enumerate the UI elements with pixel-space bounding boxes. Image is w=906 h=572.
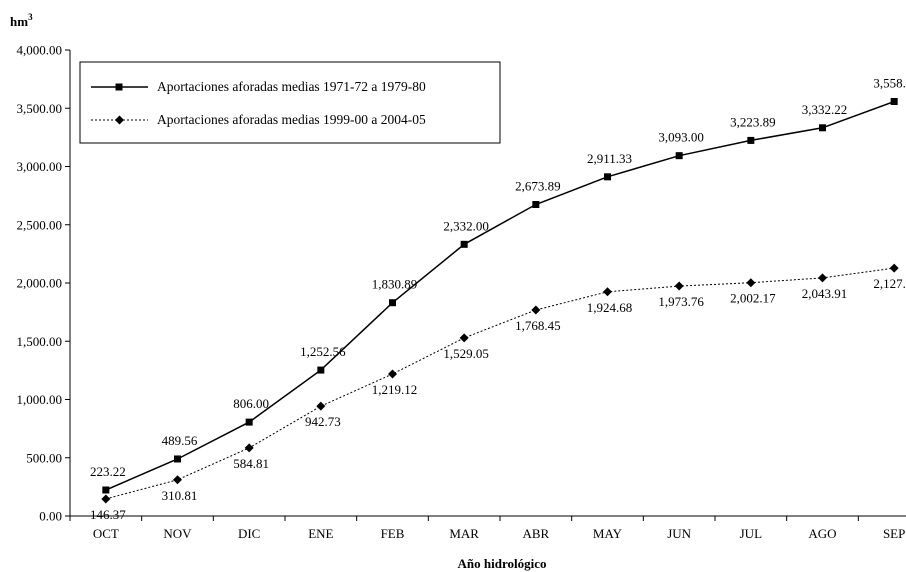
data-label-series-1: 1,830.89: [372, 277, 418, 292]
series-2-point: [101, 494, 111, 504]
data-label-series-1: 223.22: [90, 464, 126, 479]
x-axis-title: Año hidrológico: [458, 556, 547, 571]
x-tick-label: MAR: [449, 526, 479, 541]
x-tick-label: NOV: [163, 526, 192, 541]
data-label-series-2: 1,219.12: [372, 382, 418, 397]
series-layer: [101, 97, 899, 504]
y-tick-label: 2,000.00: [17, 276, 63, 291]
legend-label-series-1: Aportaciones aforadas medias 1971-72 a 1…: [157, 79, 426, 94]
x-tick-label: FEB: [381, 526, 405, 541]
data-label-series-1: 2,911.33: [587, 151, 632, 166]
series-1-point: [890, 97, 898, 105]
series-1-point: [102, 486, 110, 494]
data-label-series-1: 3,223.89: [730, 114, 776, 129]
data-label-series-2: 584.81: [233, 456, 269, 471]
y-tick-label: 500.00: [26, 450, 62, 465]
series-1-point: [174, 455, 181, 463]
series-2-point: [889, 263, 899, 273]
data-label-series-1: 806.00: [233, 396, 269, 411]
axes: 0.00 500.00 1,000.00 1,500.00 2,000.00 2,500.…: [17, 43, 906, 541]
data-label-series-2: 2,127.99: [873, 276, 906, 291]
series-1-point: [245, 418, 253, 426]
legend-label-series-2: Aportaciones aforadas medias 1999-00 a 2…: [157, 112, 426, 127]
x-tick-label: JUN: [667, 526, 691, 541]
series-2-point: [459, 333, 469, 343]
data-label-series-2: 2,002.17: [730, 291, 776, 306]
y-tick-label: 4,000.00: [17, 43, 63, 58]
series-1-point: [604, 173, 611, 181]
data-label-series-2: 1,529.05: [443, 346, 489, 361]
series-1-point: [389, 299, 396, 307]
series-2-point: [674, 281, 684, 291]
data-label-series-1: 3,093.00: [658, 130, 704, 145]
series-2-point: [746, 278, 756, 288]
series-1-point: [747, 136, 755, 144]
data-label-series-2: 2,043.91: [802, 286, 848, 301]
data-label-series-2: 942.73: [305, 414, 341, 429]
series-1-point: [819, 124, 826, 132]
series-2-point: [531, 305, 541, 315]
data-label-series-1: 1,252.56: [300, 344, 346, 359]
series-2-point: [244, 443, 254, 453]
series-2-point: [603, 287, 612, 297]
legend-box: [79, 61, 501, 144]
x-tick-label: MAY: [593, 526, 623, 541]
series-1-point: [532, 200, 540, 208]
y-tick-label: 1,000.00: [17, 392, 63, 407]
data-label-series-1: 3,332.22: [802, 102, 848, 117]
series-2-point: [388, 369, 397, 379]
y-tick-label: 0.00: [39, 509, 62, 524]
x-tick-label: OCT: [93, 526, 119, 541]
data-label-series-2: 310.81: [162, 488, 198, 503]
x-tick-label: DIC: [238, 526, 260, 541]
data-label-series-1: 2,673.89: [515, 178, 561, 193]
data-label-series-2: 146.37: [90, 507, 126, 522]
data-label-series-1: 3,558.00: [873, 75, 906, 90]
data-label-series-2: 1,768.45: [515, 318, 561, 333]
data-label-series-1: 489.56: [162, 433, 198, 448]
series-1-point: [460, 240, 468, 248]
series-line-1: [105, 100, 895, 491]
series-2-point: [316, 401, 326, 411]
x-tick-label: ABR: [522, 526, 549, 541]
legend-marker-series-1: [115, 83, 123, 91]
series-line-2: [105, 267, 895, 500]
series-1-point: [317, 366, 325, 374]
series-2-point: [173, 475, 182, 485]
data-labels: 223.22 489.56 806.00 1,252.56 1,830.89 2,332.…: [90, 75, 906, 521]
data-label-series-2: 1,924.68: [587, 300, 633, 315]
y-axis-title: hm3: [10, 12, 33, 29]
data-label-series-1: 2,332.00: [443, 218, 489, 233]
x-tick-label: JUL: [740, 526, 762, 541]
x-tick-label: AGO: [808, 526, 836, 541]
y-tick-label: 1,500.00: [17, 334, 63, 349]
x-tick-label: ENE: [308, 526, 333, 541]
y-tick-label: 3,000.00: [17, 159, 63, 174]
legend-marker-series-2: [115, 115, 124, 125]
legend: Aportaciones aforadas medias 1971-72 a 1…: [79, 61, 501, 144]
x-tick-label: SEP: [883, 526, 905, 541]
y-tick-label: 2,500.00: [17, 217, 63, 232]
y-tick-label: 3,500.00: [17, 101, 63, 116]
data-label-series-2: 1,973.76: [658, 294, 704, 309]
series-1-point: [675, 152, 683, 160]
series-2-point: [818, 273, 827, 283]
